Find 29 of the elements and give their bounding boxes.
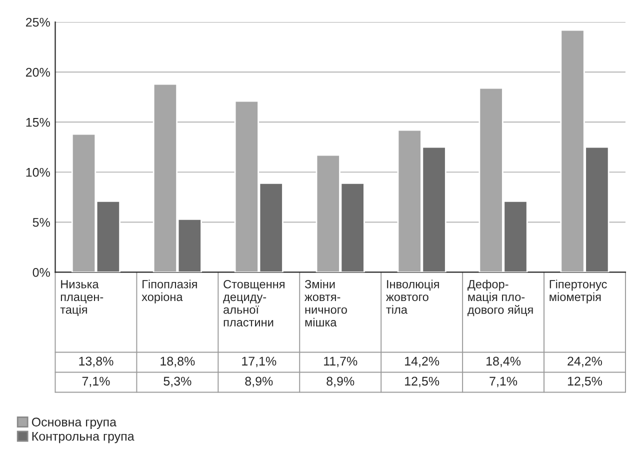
x-tick-label: Дефор- мація пло- дового яйця [468, 280, 533, 316]
data-label: 18,8% [160, 356, 195, 368]
data-label: 13,8% [79, 356, 114, 368]
y-tick-label: 15% [26, 118, 50, 127]
data-label: 8,9% [245, 376, 273, 388]
data-label: 7,1% [490, 376, 518, 388]
x-tick-label: Стовщення дециду- альної пластини [223, 280, 284, 327]
y-tick-label: 0% [32, 268, 50, 277]
y-tick-label: 5% [32, 218, 50, 227]
x-tick-label: Інволюція жовтого тіла [386, 280, 439, 314]
legend-label: Основна група [32, 418, 116, 429]
data-label: 12,5% [405, 376, 440, 388]
y-tick-label: 20% [26, 68, 50, 77]
data-label: 14,2% [405, 356, 440, 368]
x-tick-label: Гіпоплазія хоріона [142, 280, 197, 304]
x-tick-label: Зміни жовтя- ничного мішка [304, 280, 347, 327]
data-label: 8,9% [326, 376, 354, 388]
x-tick-label: Гіпертонус міометрія [550, 280, 607, 304]
y-tick-label: 25% [26, 18, 50, 27]
data-label: 24,2% [568, 356, 602, 368]
data-label: 5,3% [164, 376, 192, 388]
data-label: 7,1% [82, 376, 110, 388]
legend-label: Контрольна група [32, 432, 134, 444]
x-tick-label: Низька плацен- тація [60, 280, 104, 316]
data-label: 11,7% [324, 356, 358, 368]
data-label: 12,5% [568, 376, 602, 388]
y-tick-label: 10% [26, 168, 50, 177]
data-label: 17,1% [242, 356, 276, 368]
data-label: 18,4% [486, 356, 521, 368]
